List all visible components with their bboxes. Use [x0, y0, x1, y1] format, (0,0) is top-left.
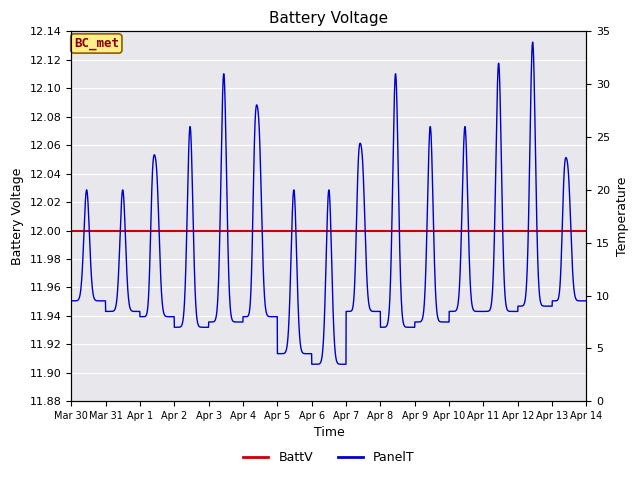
Title: Battery Voltage: Battery Voltage	[269, 11, 388, 26]
Text: BC_met: BC_met	[74, 37, 119, 50]
Legend: BattV, PanelT: BattV, PanelT	[238, 446, 419, 469]
Y-axis label: Battery Voltage: Battery Voltage	[11, 168, 24, 265]
X-axis label: Time: Time	[314, 427, 344, 440]
Y-axis label: Temperature: Temperature	[616, 177, 629, 256]
